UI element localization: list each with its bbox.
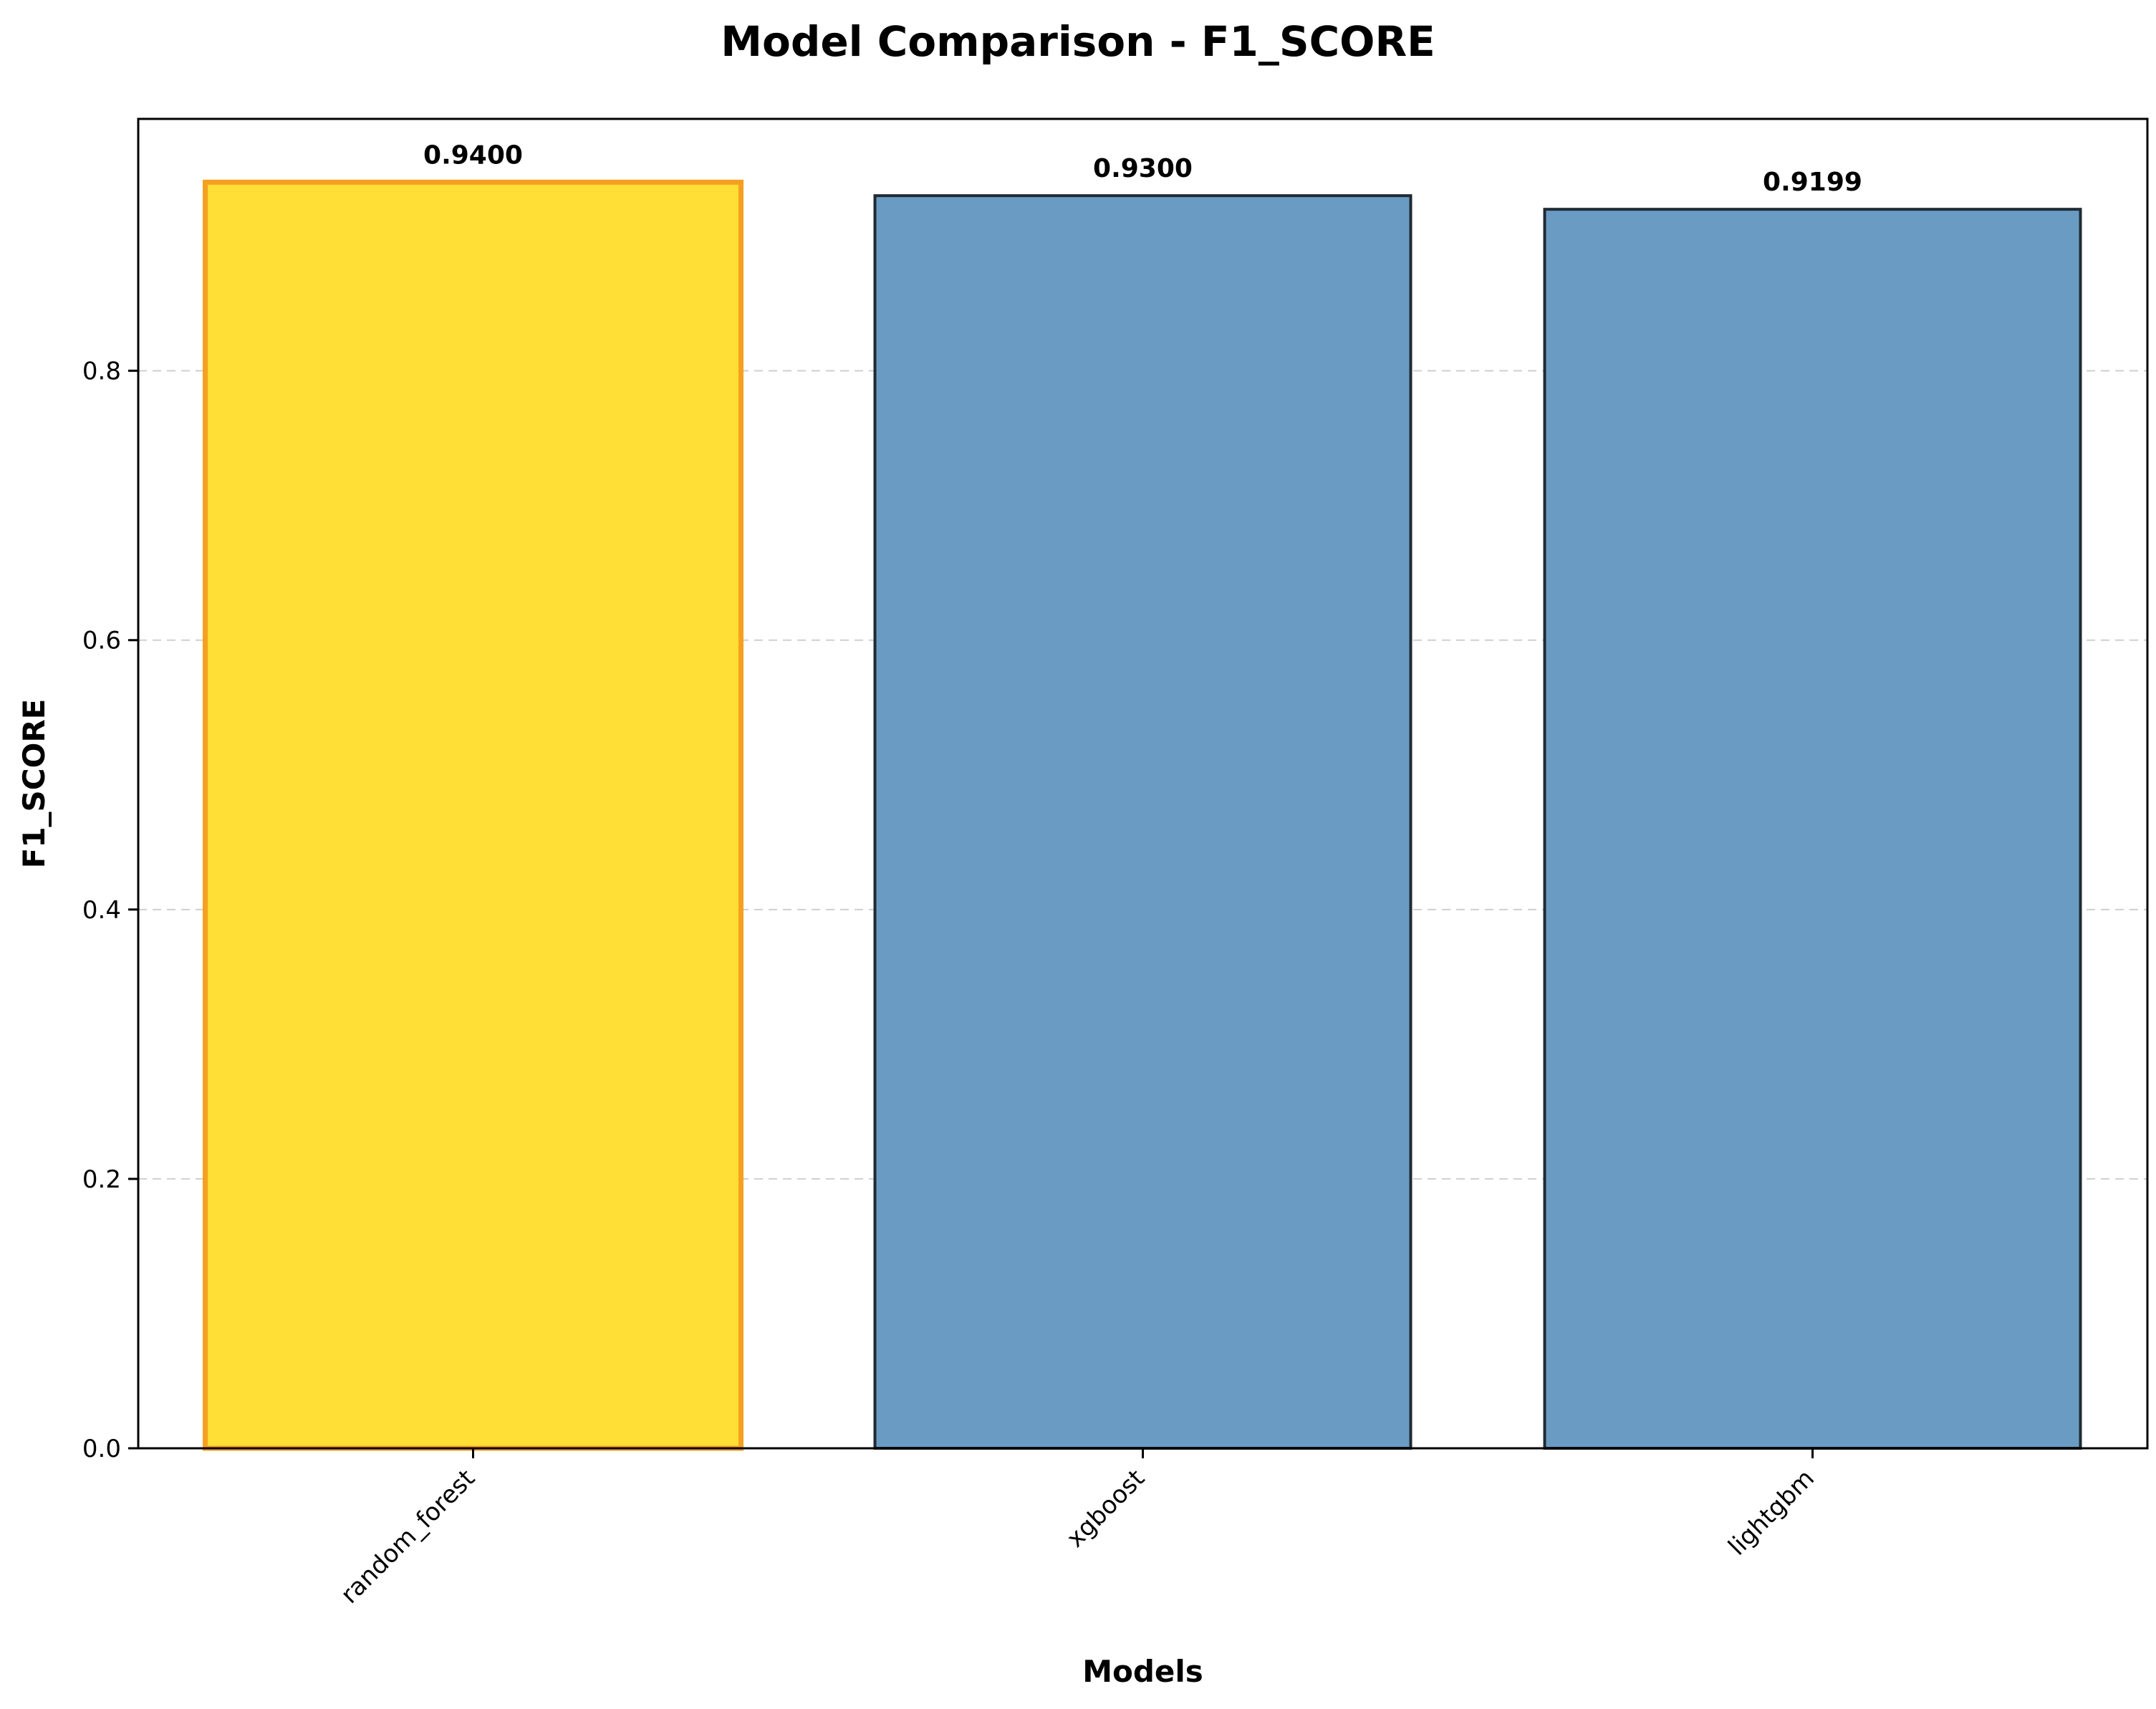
y-axis-ticks: 0.0 0.2 0.4 0.6 0.8 bbox=[82, 357, 138, 1463]
data-labels: 0.9400 0.9300 0.9199 bbox=[423, 140, 1862, 197]
x-axis-ticks: random_forest xgboost lightgbm bbox=[335, 1448, 1820, 1609]
y-tick-label: 0.6 bbox=[82, 627, 121, 655]
bar-random-forest bbox=[203, 179, 743, 1451]
chart-title: Model Comparison - F1_SCORE bbox=[721, 17, 1435, 66]
y-tick-label: 0.4 bbox=[82, 896, 121, 925]
y-tick-label: 0.2 bbox=[82, 1165, 121, 1194]
x-tick-label: lightgbm bbox=[1723, 1464, 1820, 1561]
x-tick-label: xgboost bbox=[1061, 1464, 1150, 1553]
y-tick-label: 0.8 bbox=[82, 357, 121, 386]
bar-lightgbm bbox=[1543, 208, 2082, 1450]
x-axis-label: Models bbox=[1082, 1654, 1203, 1689]
y-tick-label: 0.0 bbox=[82, 1435, 121, 1463]
data-label-lightgbm: 0.9199 bbox=[1763, 168, 1862, 197]
bar-xgboost bbox=[873, 194, 1413, 1450]
x-tick-label: random_forest bbox=[335, 1464, 481, 1609]
y-axis-label: F1_SCORE bbox=[16, 699, 52, 869]
data-label-xgboost: 0.9300 bbox=[1093, 154, 1193, 183]
data-label-random-forest: 0.9400 bbox=[423, 140, 523, 170]
bars bbox=[203, 179, 2082, 1451]
